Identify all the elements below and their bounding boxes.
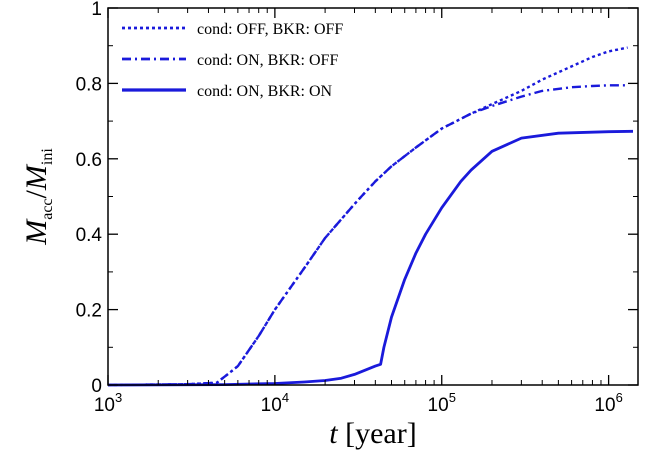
x-tick-base: 10 [594,395,615,416]
y-label-slash: / [20,189,53,198]
x-tick-label: 106 [594,390,622,416]
x-tick-base: 10 [94,395,115,416]
legend-label: cond: ON, BKR: ON [197,83,333,100]
series-line-dotted [107,46,628,387]
x-tick-base: 10 [428,395,449,416]
y-label-main1: M [20,218,53,246]
x-tick-base: 10 [261,395,282,416]
x-axis-label: t [year] [329,417,416,450]
y-tick-label: 0 [91,376,102,397]
plot-frame [107,7,639,386]
legend-label: cond: ON, BKR: OFF [197,52,338,69]
x-tick-label: 104 [261,390,289,416]
y-label-sub2: ini [39,148,56,165]
x-tick-exponent: 6 [616,390,623,405]
y-tick-label: 0.4 [76,225,103,246]
x-tick-exponent: 3 [115,390,122,405]
x-tick-exponent: 4 [282,390,289,405]
legend: cond: OFF, BKR: OFF cond: ON, BKR: OFF con… [122,21,343,100]
y-axis-label-group: Macc/Mini [20,148,56,246]
x-tick-label: 105 [428,390,456,416]
x-axis-symbol: t [329,417,338,450]
x-tick-label: 103 [94,390,122,416]
y-tick-label: 0.2 [76,301,102,322]
x-axis-unit: [year] [338,417,417,450]
y-tick-label: 1 [91,0,102,20]
y-label-main2: M [20,163,53,191]
y-label-sub1: acc [39,198,56,219]
series-line-dashdot [107,84,628,387]
y-tick-label: 0.8 [76,74,102,95]
series-line-solid [107,129,634,387]
y-axis-label: Macc/Mini [20,148,56,246]
y-tick-label: 0.6 [76,150,102,171]
series-layer [107,46,634,387]
legend-label: cond: OFF, BKR: OFF [197,21,343,38]
x-tick-exponent: 5 [449,390,456,405]
